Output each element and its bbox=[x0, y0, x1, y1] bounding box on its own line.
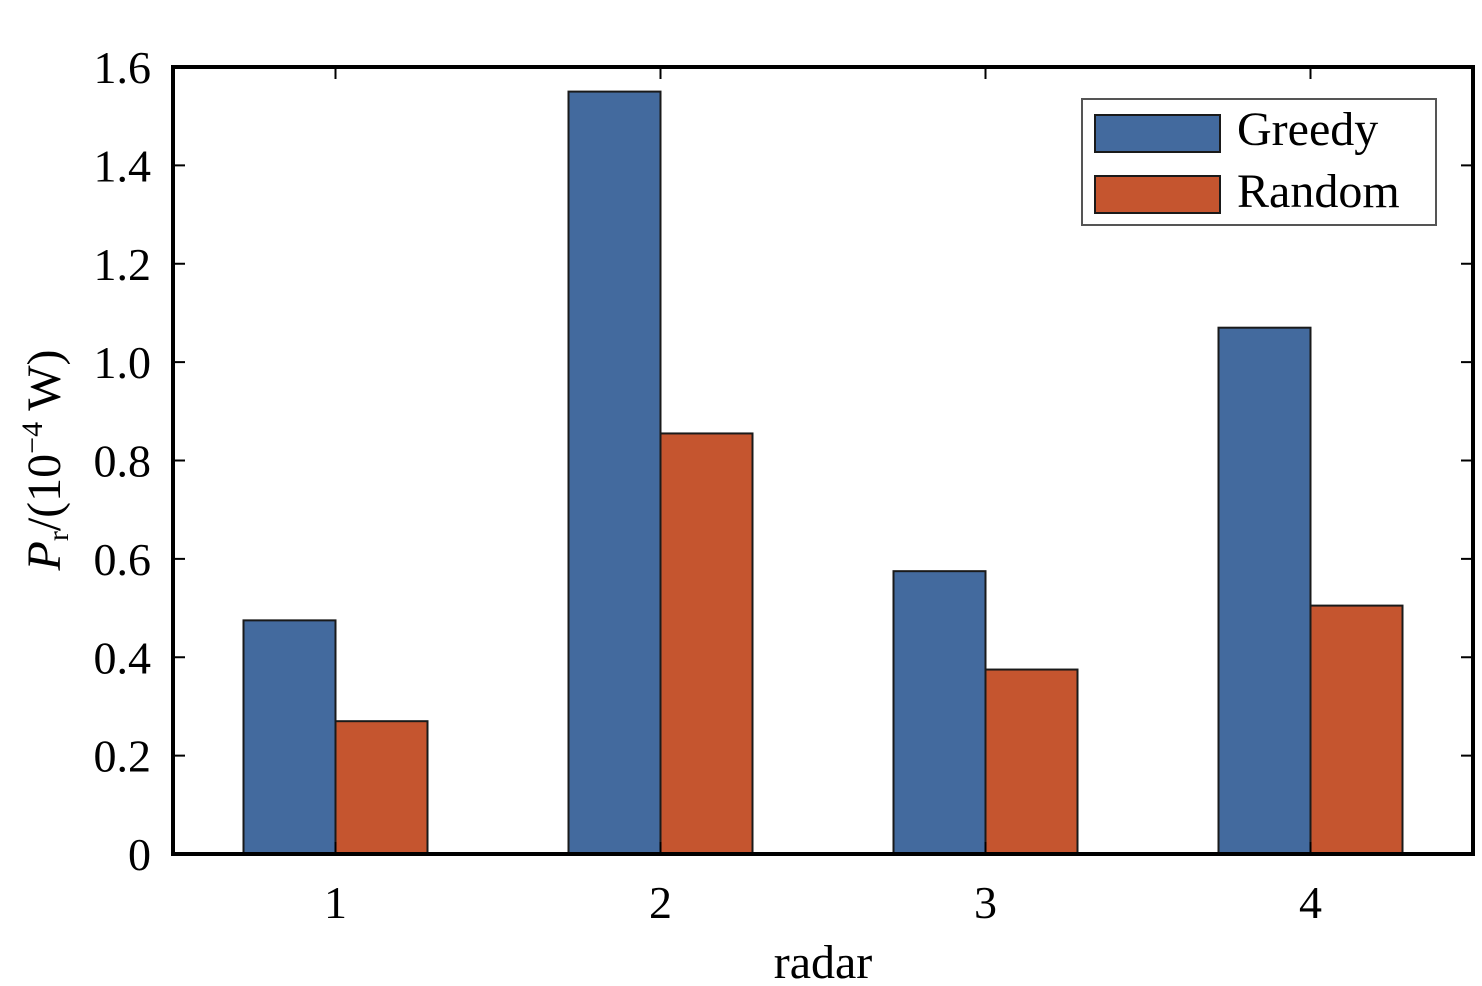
bar-greedy-radar-3 bbox=[892, 570, 987, 855]
y-tick-labels: 0 0.2 0.4 0.6 0.8 1.0 1.2 1.4 1.6 bbox=[94, 42, 152, 880]
bar-random-radar-3 bbox=[984, 668, 1079, 855]
x-tick-label: 1 bbox=[324, 877, 347, 928]
y-axis-unit-suffix: W) bbox=[18, 350, 71, 422]
y-axis-label: Pr/(10−4 W) bbox=[16, 350, 75, 572]
legend: Greedy Random bbox=[1081, 98, 1437, 226]
x-tick-label: 2 bbox=[649, 877, 672, 928]
y-axis-symbol: P bbox=[18, 541, 71, 571]
legend-label-random: Random bbox=[1237, 165, 1400, 218]
y-tick-label: 0.4 bbox=[94, 632, 152, 683]
bar-random-radar-2 bbox=[659, 432, 754, 855]
legend-swatch-greedy bbox=[1094, 114, 1221, 153]
y-tick-label: 0.2 bbox=[94, 731, 152, 782]
legend-swatch-random bbox=[1094, 175, 1221, 214]
y-tick-label: 1.6 bbox=[94, 42, 152, 93]
y-axis-exponent: −4 bbox=[16, 422, 49, 454]
bar-random-radar-4 bbox=[1309, 604, 1404, 856]
y-tick-label: 0 bbox=[128, 829, 151, 880]
y-axis-unit-prefix: /(10 bbox=[18, 454, 71, 531]
bar-greedy-radar-2 bbox=[567, 90, 662, 855]
x-tick-label: 3 bbox=[974, 877, 997, 928]
y-tick-label: 1.0 bbox=[94, 337, 152, 388]
bars-group bbox=[242, 90, 1404, 856]
plot-frame bbox=[171, 65, 1475, 856]
y-tick-label: 1.2 bbox=[94, 239, 152, 290]
bar-greedy-radar-1 bbox=[242, 619, 337, 855]
bar-random-radar-1 bbox=[334, 720, 429, 855]
x-tick-labels: 1 2 3 4 bbox=[324, 877, 1322, 928]
y-tick-label: 1.4 bbox=[94, 140, 152, 191]
legend-label-greedy: Greedy bbox=[1237, 103, 1378, 156]
y-tick-label: 0.6 bbox=[94, 534, 152, 585]
y-tick-label: 0.8 bbox=[94, 436, 152, 487]
x-tick-label: 4 bbox=[1299, 877, 1322, 928]
x-axis-label: radar bbox=[774, 936, 873, 986]
bar-greedy-radar-4 bbox=[1217, 326, 1312, 856]
y-axis-subscript: r bbox=[42, 531, 75, 541]
